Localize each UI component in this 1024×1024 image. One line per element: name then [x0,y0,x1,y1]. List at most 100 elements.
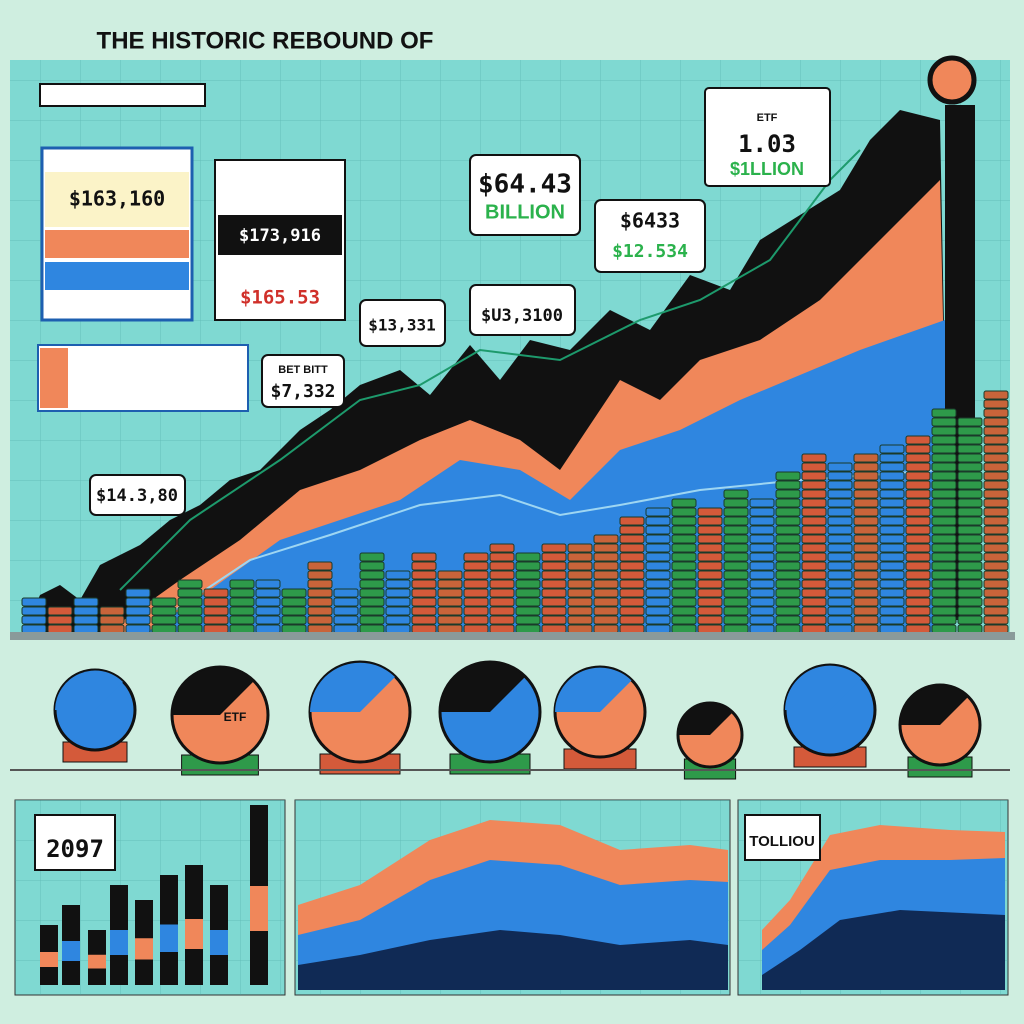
coin [437,615,463,625]
coin [463,606,489,616]
coin [229,579,255,589]
pole-top [927,55,977,105]
coin [723,606,749,616]
coin [385,597,411,607]
coin [203,597,229,607]
coin [879,552,905,562]
coin [437,597,463,607]
coin [931,615,957,625]
coin [853,489,879,499]
coin [983,408,1009,418]
coin [359,561,385,571]
coin [879,579,905,589]
globe-slice [440,662,525,712]
coin [307,570,333,580]
coin [827,516,853,526]
coin [515,570,541,580]
coin [541,579,567,589]
globe-slice [785,665,862,710]
coin [697,615,723,625]
bottom-bars [40,805,268,985]
coin [203,624,229,634]
coin [827,507,853,517]
coin [775,561,801,571]
coin [983,453,1009,463]
coin [359,606,385,616]
coin [515,624,541,634]
coin [905,597,931,607]
coin [827,579,853,589]
coin [307,561,333,571]
coin [957,552,983,562]
coin [333,615,359,625]
coin [827,606,853,616]
coin [983,516,1009,526]
coin [801,489,827,499]
coin [853,498,879,508]
coin [619,561,645,571]
callout-unit: $1LLION [730,159,804,179]
coin [879,606,905,616]
coin [645,615,671,625]
coin [879,588,905,598]
coin [853,525,879,535]
coin [983,552,1009,562]
coin [359,552,385,562]
coin [775,543,801,553]
coin [801,624,827,634]
globe-slice [172,667,254,715]
callout-tag: ETF [757,112,778,124]
coin [957,444,983,454]
coin [671,624,697,634]
coin [567,579,593,589]
bar-segment [185,919,203,949]
coin [827,624,853,634]
coin [593,615,619,625]
coin [879,525,905,535]
coin [827,597,853,607]
coin [255,579,281,589]
coin [593,552,619,562]
coin [853,606,879,616]
coin [853,588,879,598]
coin [645,543,671,553]
coin [697,588,723,598]
coin [671,606,697,616]
coin [957,525,983,535]
coin [801,588,827,598]
coin [489,543,515,553]
coin [749,543,775,553]
coin [541,561,567,571]
coin [125,624,151,634]
coin [177,579,203,589]
coin [775,588,801,598]
coin [801,615,827,625]
coin [593,543,619,553]
coin [905,579,931,589]
coin [697,606,723,616]
coin [905,588,931,598]
coin [853,597,879,607]
coin [177,597,203,607]
coin [385,606,411,616]
coin [411,597,437,607]
coin [567,606,593,616]
callout-tag: BET BITT [278,364,328,376]
coin [567,561,593,571]
coin [411,588,437,598]
coin [255,588,281,598]
coin [879,561,905,571]
coin [853,516,879,526]
coin [619,534,645,544]
coin [749,534,775,544]
panel-value: $165.53 [240,287,320,309]
coin [905,507,931,517]
coin [723,516,749,526]
coin [853,624,879,634]
coin [411,552,437,562]
coin [983,507,1009,517]
coin [775,525,801,535]
coin [177,606,203,616]
coin [957,417,983,427]
bar-segment [88,954,106,969]
